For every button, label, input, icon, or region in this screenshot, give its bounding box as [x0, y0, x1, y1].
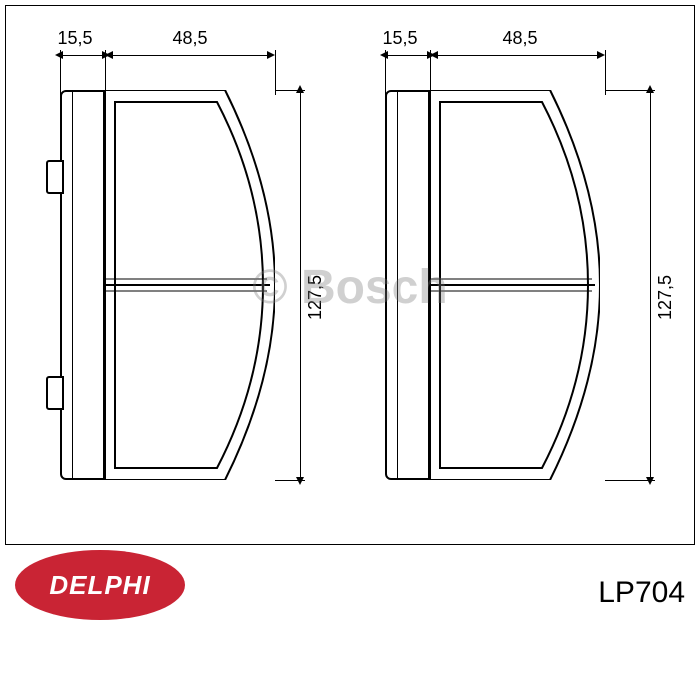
dim-arrow — [380, 51, 388, 59]
right-thickness-label: 15,5 — [370, 28, 430, 49]
left-clip-top — [46, 160, 64, 194]
right-pad-assembly — [385, 90, 600, 480]
left-width-label: 48,5 — [140, 28, 240, 49]
drawing-canvas: © Bosch 15,5 48,5 127,5 1 — [0, 0, 700, 700]
dim-arrow — [296, 85, 304, 93]
dim-arrow — [646, 85, 654, 93]
left-backplate — [60, 90, 105, 480]
dim-arrow — [646, 477, 654, 485]
dim-line — [385, 55, 430, 56]
ext-line — [60, 50, 61, 95]
dim-line — [300, 90, 301, 480]
backplate-edge-line — [397, 90, 398, 480]
ext-line — [605, 480, 655, 481]
brand-logo: DELPHI — [15, 550, 185, 620]
right-width-label: 48,5 — [470, 28, 570, 49]
dim-line — [110, 55, 270, 56]
left-clip-bottom — [46, 376, 64, 410]
dim-arrow — [597, 51, 605, 59]
dim-arrow — [105, 51, 113, 59]
left-thickness-label: 15,5 — [45, 28, 105, 49]
backplate-edge-line — [72, 90, 73, 480]
dim-arrow — [55, 51, 63, 59]
ext-line — [275, 480, 305, 481]
ext-line — [605, 90, 655, 91]
dim-line — [435, 55, 600, 56]
dim-arrow — [296, 477, 304, 485]
dim-arrow — [430, 51, 438, 59]
left-pad-assembly — [60, 90, 275, 480]
ext-line — [605, 50, 606, 95]
right-height-label: 127,5 — [655, 275, 676, 320]
brand-logo-oval: DELPHI — [15, 550, 185, 620]
left-friction-outline — [105, 90, 275, 480]
ext-line — [275, 90, 305, 91]
brand-logo-text: DELPHI — [49, 570, 150, 601]
ext-line — [385, 50, 386, 95]
right-friction-outline — [430, 90, 600, 480]
dim-line — [650, 90, 651, 480]
left-height-label: 127,5 — [305, 275, 326, 320]
dim-arrow — [267, 51, 275, 59]
part-number: LP704 — [598, 576, 685, 610]
right-backplate — [385, 90, 430, 480]
ext-line — [275, 50, 276, 95]
dim-line — [60, 55, 105, 56]
